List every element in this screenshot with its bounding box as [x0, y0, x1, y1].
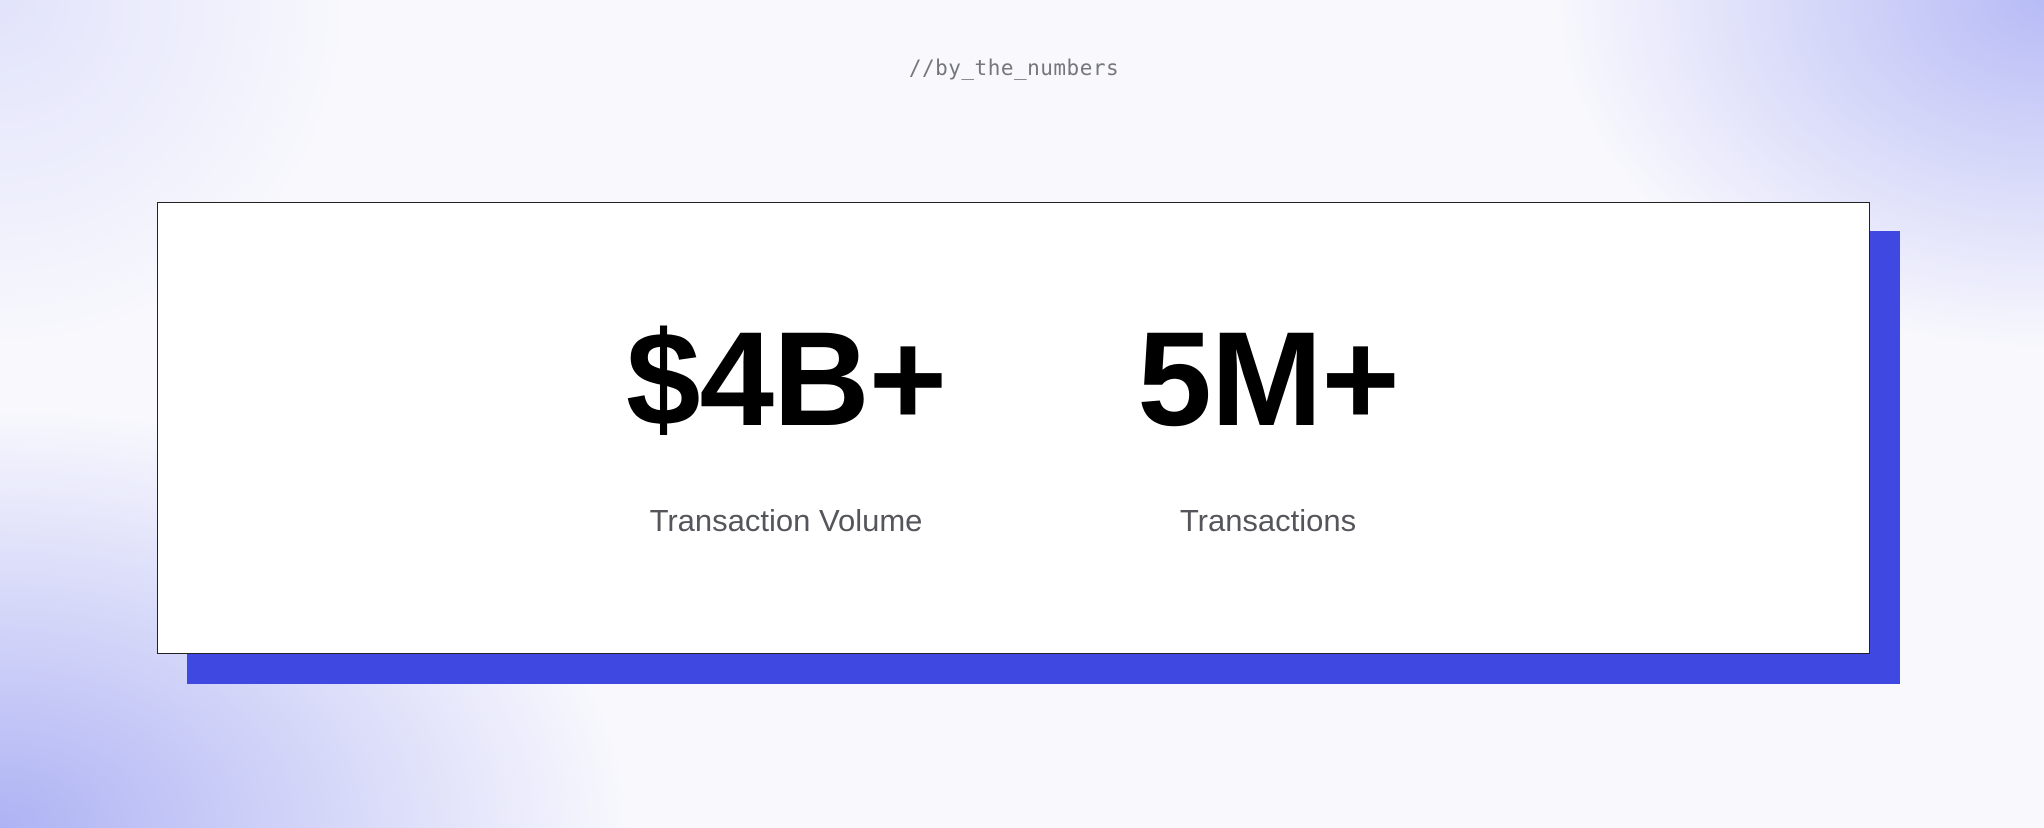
stat-label: Transactions	[1179, 503, 1357, 538]
stats-card: $4B+ Transaction Volume 5M+ Transactions	[157, 202, 1870, 654]
stat-value: $4B+	[625, 305, 947, 454]
stat-label: Transaction Volume	[649, 503, 923, 538]
section-eyebrow: //by_the_numbers	[908, 56, 1120, 80]
stat-value: 5M+	[1137, 305, 1399, 454]
